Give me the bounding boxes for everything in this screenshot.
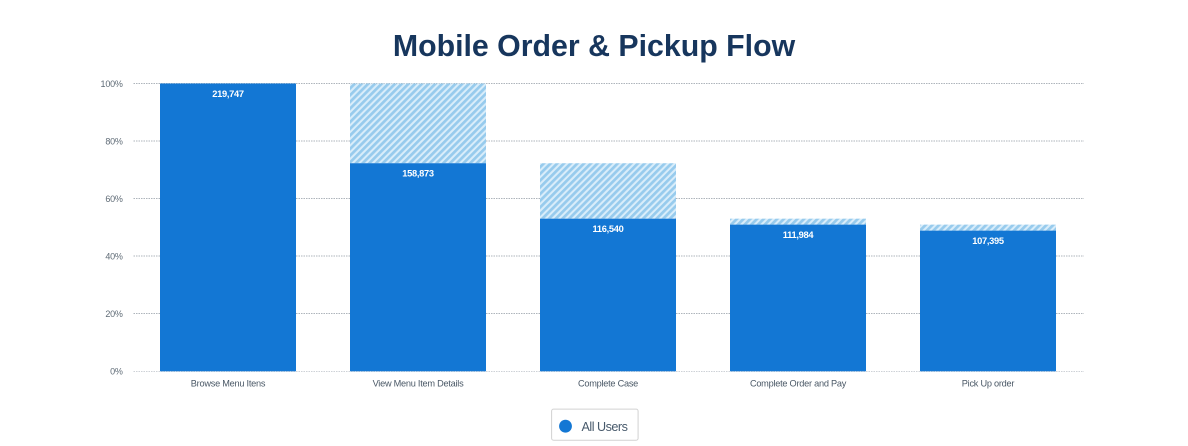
svg-text:20%: 20% [105, 309, 123, 319]
svg-text:Mobile Order & Pickup Flow: Mobile Order & Pickup Flow [393, 30, 796, 63]
svg-text:107,395: 107,395 [972, 236, 1004, 246]
svg-text:Browse Menu Itens: Browse Menu Itens [191, 379, 266, 389]
svg-text:111,984: 111,984 [783, 230, 815, 240]
svg-text:80%: 80% [105, 136, 123, 146]
svg-text:40%: 40% [105, 251, 123, 261]
svg-text:219,747: 219,747 [212, 89, 244, 99]
svg-text:60%: 60% [105, 194, 123, 204]
svg-text:Complete Order and Pay: Complete Order and Pay [750, 379, 847, 389]
svg-text:158,873: 158,873 [402, 169, 434, 179]
svg-text:View Menu Item Details: View Menu Item Details [373, 379, 464, 389]
svg-text:0%: 0% [110, 367, 123, 377]
svg-text:Pick Up order: Pick Up order [962, 379, 1015, 389]
svg-text:All Users: All Users [582, 420, 628, 434]
svg-text:100%: 100% [101, 79, 123, 89]
svg-text:116,540: 116,540 [593, 224, 624, 234]
svg-text:Complete Case: Complete Case [578, 379, 638, 389]
